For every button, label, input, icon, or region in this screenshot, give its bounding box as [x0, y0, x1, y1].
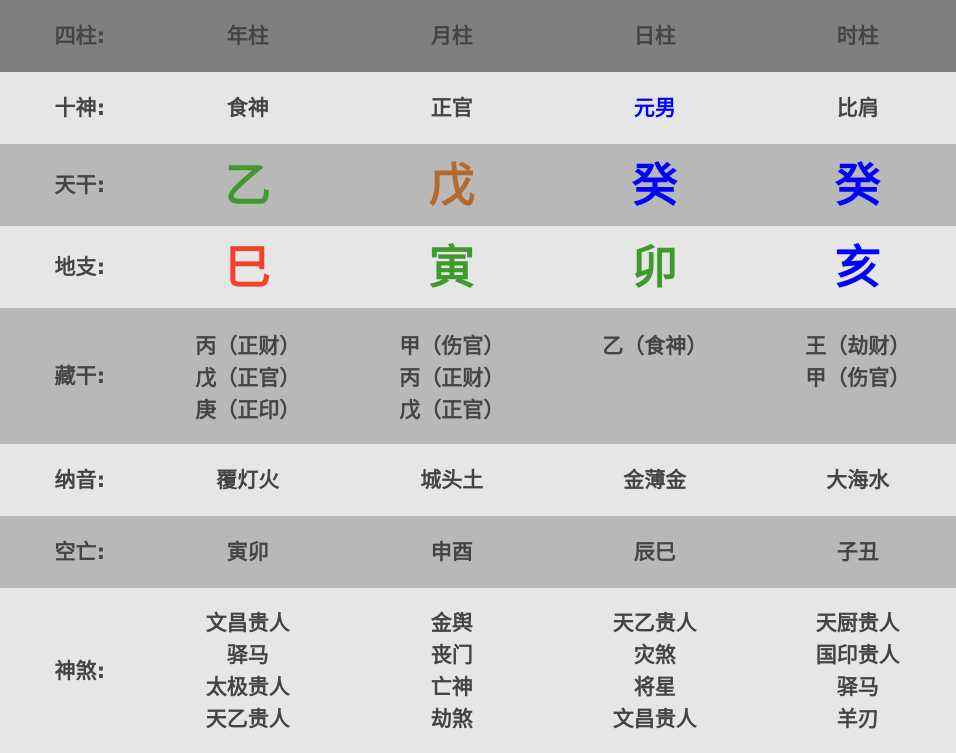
- dizhi-cell: 亥: [835, 240, 881, 294]
- shishen-cell: 食神: [227, 96, 269, 120]
- shensha-item: 天乙贵人: [613, 610, 697, 635]
- canggan-row: 藏干: 丙（正财） 戊（正官） 庚（正印） 甲（伤官） 丙（正财） 戊（正官） …: [0, 308, 956, 444]
- canggan-cell: 甲（伤官） 丙（正财） 戊（正官）: [352, 308, 552, 426]
- tiangan-cell: 乙: [225, 158, 271, 212]
- canggan-cell: 王（劫财） 甲（伤官）: [758, 308, 956, 394]
- shensha-item: 太极贵人: [206, 674, 290, 699]
- shensha-item: 国印贵人: [816, 642, 900, 667]
- canggan-item: 甲（伤官）: [399, 334, 505, 358]
- shensha-item: 文昌贵人: [613, 706, 697, 731]
- shensha-row: 神煞: 文昌贵人 驿马 太极贵人 天乙贵人 金舆 丧门 亡神 劫煞 天乙贵人 灾…: [0, 588, 956, 753]
- shensha-cell: 文昌贵人 驿马 太极贵人 天乙贵人: [148, 588, 348, 753]
- header-row: 四柱: 年柱 月柱 日柱 时柱: [0, 0, 956, 72]
- nayin-cell: 覆灯火: [216, 468, 280, 492]
- shishen-row: 十神: 食神 正官 元男 比肩: [0, 72, 956, 144]
- row-label: 神煞:: [54, 658, 106, 683]
- shensha-item: 将星: [634, 674, 676, 699]
- shishen-cell: 正官: [431, 96, 473, 120]
- kongwang-cell: 子丑: [837, 540, 879, 564]
- tiangan-row: 天干: 乙 戊 癸 癸: [0, 144, 956, 226]
- tiangan-cell: 癸: [632, 158, 678, 212]
- dizhi-cell: 卯: [632, 240, 678, 294]
- dizhi-cell: 寅: [429, 240, 475, 294]
- column-header-month: 月柱: [431, 24, 473, 48]
- tiangan-cell: 戊: [429, 158, 475, 212]
- shensha-item: 驿马: [837, 674, 879, 699]
- shensha-item: 天乙贵人: [206, 706, 290, 731]
- canggan-item: 甲（伤官）: [805, 366, 911, 390]
- shishen-cell: 元男: [634, 96, 676, 120]
- column-header-hour: 时柱: [837, 24, 879, 48]
- dizhi-cell: 巳: [225, 240, 271, 294]
- nayin-cell: 城头土: [420, 468, 484, 492]
- kongwang-row: 空亡: 寅卯 申酉 辰巳 子丑: [0, 516, 956, 588]
- row-label: 十神:: [54, 96, 106, 120]
- shensha-cell: 天厨贵人 国印贵人 驿马 羊刃: [758, 588, 956, 753]
- nayin-row: 纳音: 覆灯火 城头土 金薄金 大海水: [0, 444, 956, 516]
- shensha-item: 劫煞: [431, 706, 473, 731]
- shensha-item: 文昌贵人: [206, 610, 290, 635]
- shishen-cell: 比肩: [837, 96, 879, 120]
- column-header-day: 日柱: [634, 24, 676, 48]
- canggan-item: 庚（正印）: [195, 398, 301, 422]
- row-label: 天干:: [54, 173, 106, 197]
- kongwang-cell: 辰巳: [634, 540, 676, 564]
- shensha-item: 羊刃: [837, 706, 879, 731]
- nayin-cell: 金薄金: [623, 468, 687, 492]
- row-label: 四柱:: [54, 24, 106, 48]
- shensha-item: 金舆: [431, 610, 473, 635]
- canggan-item: 王（劫财）: [805, 334, 911, 358]
- shensha-item: 驿马: [227, 642, 269, 667]
- shensha-item: 丧门: [431, 642, 473, 667]
- row-label: 地支:: [54, 255, 106, 279]
- shensha-item: 亡神: [431, 674, 473, 699]
- kongwang-cell: 寅卯: [227, 540, 269, 564]
- tiangan-cell: 癸: [835, 158, 881, 212]
- column-header-year: 年柱: [227, 24, 269, 48]
- row-label: 空亡:: [54, 540, 106, 564]
- canggan-cell: 乙（食神）: [555, 308, 755, 362]
- shensha-item: 灾煞: [634, 642, 676, 667]
- row-label: 纳音:: [54, 468, 106, 492]
- shensha-cell: 天乙贵人 灾煞 将星 文昌贵人: [555, 588, 755, 753]
- shensha-cell: 金舆 丧门 亡神 劫煞: [352, 588, 552, 753]
- canggan-item: 戊（正官）: [195, 366, 301, 390]
- canggan-cell: 丙（正财） 戊（正官） 庚（正印）: [148, 308, 348, 426]
- kongwang-cell: 申酉: [431, 540, 473, 564]
- row-label: 藏干:: [54, 364, 106, 388]
- nayin-cell: 大海水: [826, 468, 890, 492]
- canggan-item: 丙（正财）: [399, 366, 505, 390]
- dizhi-row: 地支: 巳 寅 卯 亥: [0, 226, 956, 308]
- canggan-item: 丙（正财）: [195, 334, 301, 358]
- canggan-item: 戊（正官）: [399, 398, 505, 422]
- canggan-item: 乙（食神）: [602, 334, 708, 358]
- shensha-item: 天厨贵人: [816, 610, 900, 635]
